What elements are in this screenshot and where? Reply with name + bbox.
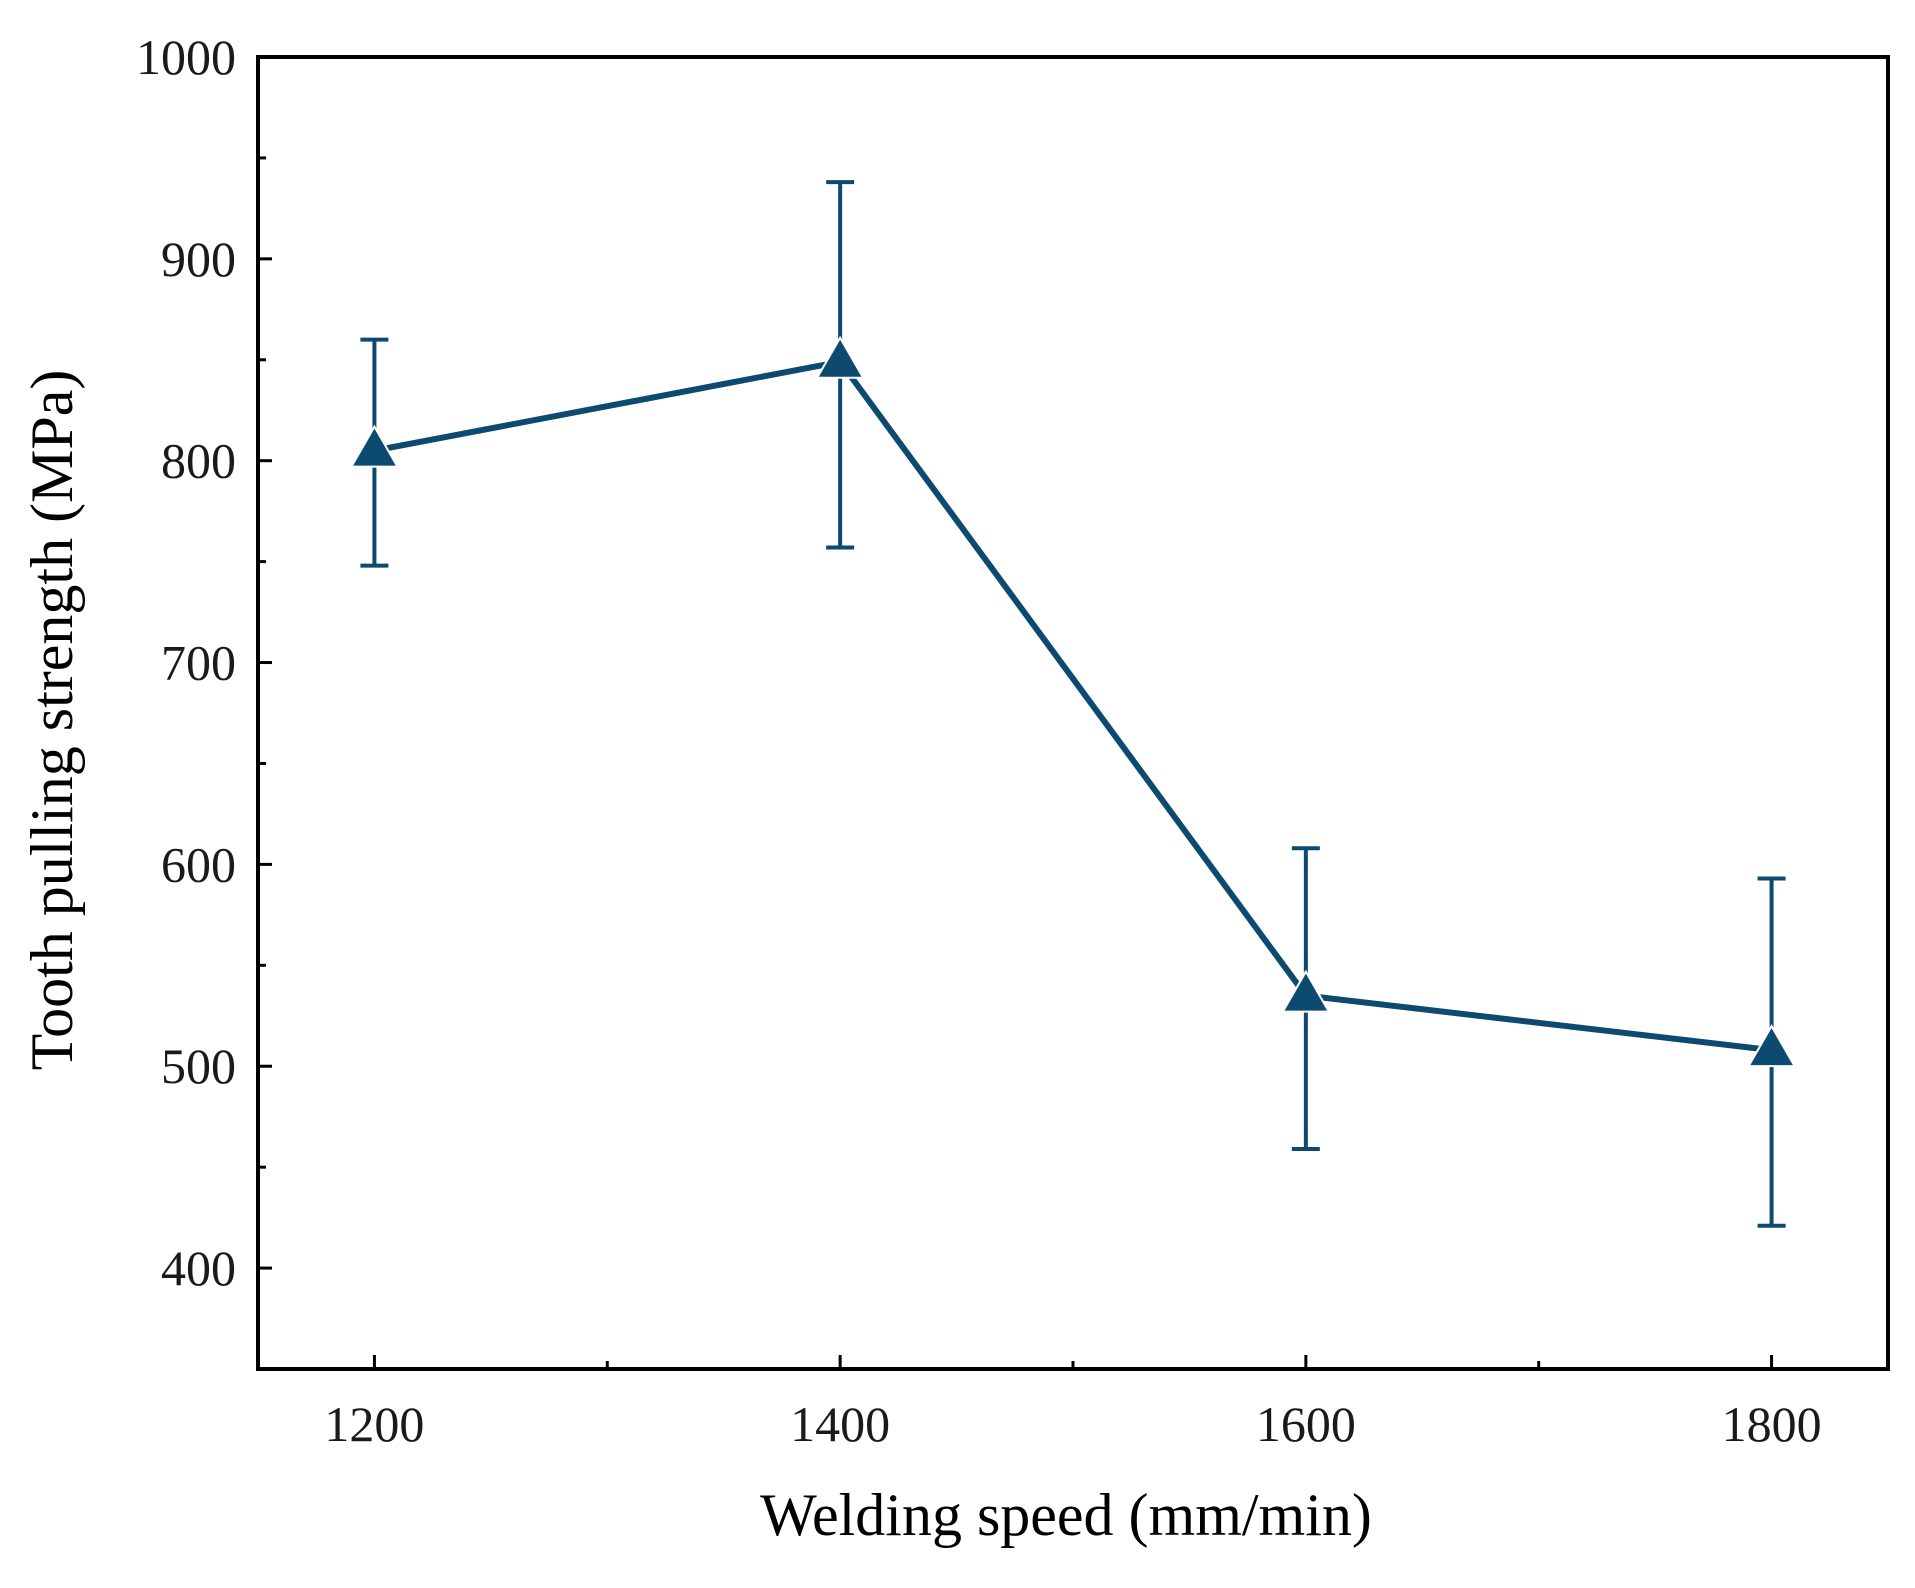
data-point-marker xyxy=(815,335,865,379)
y-tick-label: 400 xyxy=(161,1240,236,1296)
y-tick-label: 600 xyxy=(161,836,236,892)
plot-area xyxy=(256,55,1890,1371)
y-tick-label: 700 xyxy=(161,635,236,691)
plot-frame xyxy=(256,55,1890,1371)
x-tick-label: 1400 xyxy=(790,1396,890,1452)
y-tick-label: 1000 xyxy=(136,29,236,85)
error-bars xyxy=(360,180,1786,1228)
x-tick-label: 1800 xyxy=(1722,1396,1822,1452)
y-axis: 400 500 600 700 800 900 1000 xyxy=(136,29,272,1296)
series-line xyxy=(373,358,1772,1054)
y-axis-title: Tooth pulling strength (MPa) xyxy=(19,370,85,1071)
data-point-marker xyxy=(349,424,400,468)
data-series xyxy=(349,335,1797,1068)
y-tick-label: 900 xyxy=(161,231,236,287)
data-point-marker xyxy=(1746,1024,1797,1068)
data-point-marker xyxy=(1281,969,1331,1013)
y-tick-label: 500 xyxy=(161,1038,236,1094)
x-axis: 1200 1400 1600 1800 xyxy=(324,1355,1822,1452)
y-tick-label: 800 xyxy=(161,433,236,489)
x-axis-title: Welding speed (mm/min) xyxy=(760,1482,1372,1548)
x-tick-label: 1600 xyxy=(1256,1396,1356,1452)
x-tick-label: 1200 xyxy=(324,1396,424,1452)
